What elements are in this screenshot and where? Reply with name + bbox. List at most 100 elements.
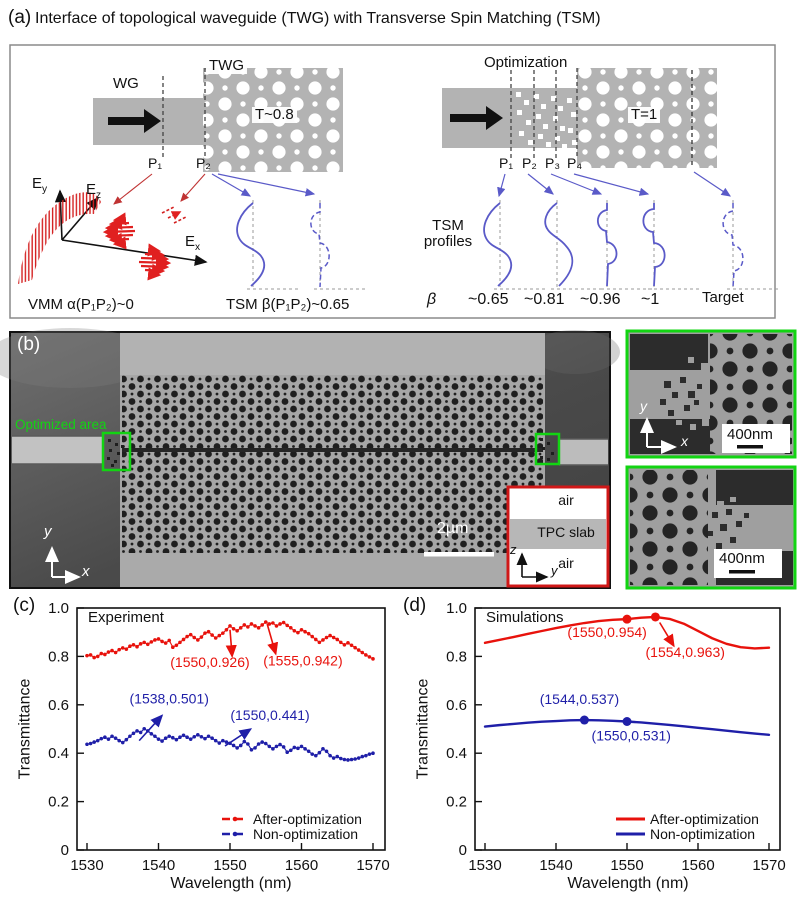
- ey-field-comb: [18, 192, 101, 284]
- layer-air-bottom-label: air: [558, 555, 574, 571]
- svg-text:0.8: 0.8: [446, 648, 467, 665]
- port-p2-left: P₂: [196, 155, 211, 171]
- chart-experiment: 1530 1540 1550 1560 1570 0 0.2 0.4 0.6 0.8 1.0 (155…: [48, 600, 390, 874]
- layer-air-top-label: air: [558, 492, 574, 508]
- svg-text:(1550,0.531): (1550,0.531): [592, 728, 671, 744]
- tsm-profile-curves: [236, 200, 781, 290]
- svg-text:1570: 1570: [752, 857, 785, 874]
- svg-text:0.6: 0.6: [48, 697, 69, 714]
- chart-c-legend-non: Non-optimization: [253, 826, 359, 842]
- panel-a-label: (a): [8, 7, 32, 28]
- svg-text:1560: 1560: [681, 857, 714, 874]
- inset2-scale-bar: [729, 570, 755, 574]
- svg-text:1550: 1550: [213, 857, 246, 874]
- tsm-profiles-label: TSM profiles: [423, 217, 473, 250]
- beta-value-2: ~0.81: [524, 291, 565, 308]
- svg-text:(1550,0.441): (1550,0.441): [230, 707, 309, 723]
- optimized-area-box-right: [534, 432, 561, 466]
- svg-text:1570: 1570: [356, 857, 389, 874]
- port-p4-right: P₄: [567, 155, 583, 171]
- chart-c-ylabel: Transmittance: [16, 678, 34, 780]
- ey-axis-label: Ey: [32, 175, 48, 195]
- input-waveguide: [12, 436, 104, 464]
- svg-text:1550: 1550: [610, 857, 643, 874]
- chart-d-legend-after: After-optimization: [650, 811, 759, 827]
- svg-text:1.0: 1.0: [48, 600, 69, 617]
- inset-y-axis-label: y: [551, 563, 558, 578]
- transmission-right: T=1: [628, 107, 661, 123]
- wg-label: WG: [113, 75, 139, 92]
- sem-x-axis-label: x: [82, 563, 90, 580]
- svg-text:1.0: 1.0: [446, 600, 467, 617]
- panel-b-sem-image: [0, 328, 620, 589]
- svg-text:1540: 1540: [142, 857, 175, 874]
- waveguide-interface-line: [122, 448, 543, 452]
- svg-text:(1538,0.501): (1538,0.501): [130, 690, 209, 706]
- optimized-pixels-left: [107, 439, 124, 467]
- svg-text:0.8: 0.8: [48, 648, 69, 665]
- port-p1-right: P₁: [499, 155, 514, 171]
- sem-inset-right-interface: [625, 465, 797, 590]
- ex-axis-label: Ex: [185, 233, 201, 253]
- vmm-label: VMM α(P₁P₂)~0: [28, 296, 134, 313]
- legend-markers: [222, 816, 645, 837]
- svg-text:0: 0: [459, 842, 467, 859]
- xy-axes-arrows: [45, 546, 81, 584]
- panel-c-label: (c): [13, 595, 36, 616]
- cross-section-inset: [506, 485, 610, 588]
- chart-c-legend-after: After-optimization: [253, 811, 362, 827]
- inset-z-axis-label: z: [510, 542, 517, 557]
- chart-d-legend-non: Non-optimization: [650, 826, 756, 842]
- svg-text:0.4: 0.4: [48, 745, 69, 762]
- decaying-field-arrows: [161, 206, 187, 224]
- beta-value-3: ~0.96: [580, 291, 621, 308]
- inset2-optimized-pixels: [708, 509, 749, 549]
- chart-c-title: Experiment: [88, 609, 164, 626]
- inset1-xy-axes: [640, 417, 677, 454]
- photonic-crystal-lattice: [122, 375, 543, 553]
- target-label: Target: [702, 289, 744, 306]
- transmission-left: T~0.8: [252, 107, 297, 123]
- optimized-area-box-left: [101, 431, 132, 472]
- layer-tpc-slab-label: TPC slab: [537, 524, 595, 540]
- svg-text:1560: 1560: [285, 857, 318, 874]
- svg-text:0.4: 0.4: [446, 745, 467, 762]
- optimization-label: Optimization: [484, 54, 568, 71]
- svg-text:(1550,0.954): (1550,0.954): [567, 624, 646, 640]
- optimized-pixels-right: [540, 438, 554, 461]
- inset1-scale-bar: [737, 445, 763, 449]
- ez-axis-label: Ez: [86, 181, 102, 201]
- ex-field-arrows: [102, 212, 172, 281]
- sem-inset-left-interface: [625, 329, 797, 459]
- scale-bar-2um-label: 2µm: [437, 520, 469, 537]
- port-p1-left: P₁: [148, 155, 163, 171]
- svg-text:1530: 1530: [70, 857, 103, 874]
- optimized-area-label: Optimized area: [15, 417, 107, 432]
- optimization-pixel-squares: [516, 92, 577, 149]
- inset1-scale-label: 400nm: [727, 426, 773, 443]
- output-waveguide: [559, 439, 608, 465]
- svg-text:0: 0: [61, 842, 69, 859]
- svg-text:0.2: 0.2: [48, 794, 69, 811]
- sem-y-axis-label: y: [44, 523, 52, 540]
- inset1-optimized-pixels: [660, 377, 702, 416]
- chart-simulations: 1530 1540 1550 1560 1570 0 0.2 0.4 0.6 0.8 1.0 (155…: [446, 600, 786, 874]
- beta-value-4: ~1: [641, 291, 660, 308]
- panel-a-pointer-arrows: [113, 171, 731, 205]
- panel-b-label: (b): [17, 334, 41, 355]
- port-p3-right: P₃: [545, 155, 561, 171]
- svg-text:(1554,0.963): (1554,0.963): [646, 644, 725, 660]
- svg-text:0.2: 0.2: [446, 794, 467, 811]
- inset1-x-axis-label: x: [681, 433, 688, 449]
- port-p2-right: P₂: [522, 155, 537, 171]
- chart-d-title: Simulations: [486, 609, 564, 626]
- chart-d-xlabel: Wavelength (nm): [567, 875, 689, 892]
- inset2-scale-label: 400nm: [719, 550, 765, 567]
- panel-a-diagram: [9, 44, 781, 319]
- chart-d-ylabel: Transmittance: [414, 678, 432, 780]
- svg-text:0.6: 0.6: [446, 697, 467, 714]
- svg-text:(1544,0.537): (1544,0.537): [540, 691, 619, 707]
- beta-symbol: β: [427, 291, 437, 308]
